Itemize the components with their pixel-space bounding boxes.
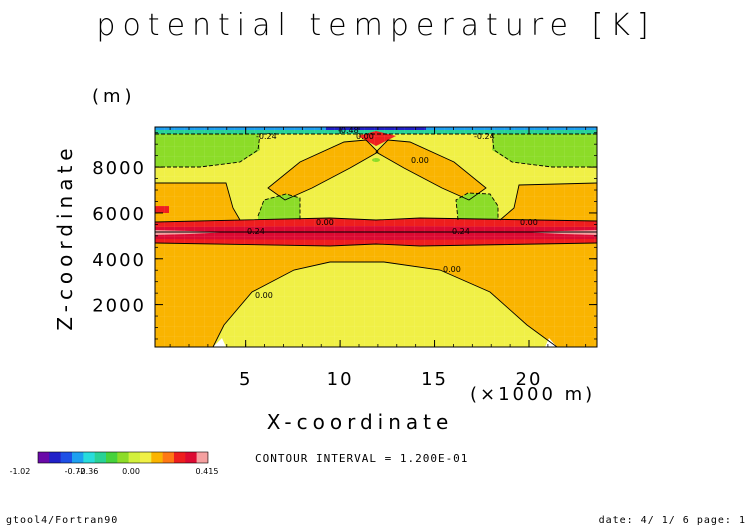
contour-line (155, 133, 261, 168)
contour-field (155, 127, 597, 347)
colorbar-swatch (71, 452, 84, 463)
y-tick-label: 8000 (92, 158, 146, 179)
colorbar-swatch (94, 452, 107, 463)
y-tick-label: 2000 (92, 296, 146, 317)
x-tick-label: 10 (327, 369, 354, 390)
colorbar: -1.02 -0.72-0.36 0.00 0.415 (10, 451, 219, 476)
contour-label: 0.00 (520, 218, 538, 227)
contour-label: -0.48 (338, 126, 359, 135)
contour-line (155, 182, 241, 221)
contour-label: 0.00 (411, 156, 429, 165)
colorbar-swatch (196, 452, 209, 463)
axes: 5 10 15 20 2000 4000 6000 8000 (92, 127, 597, 390)
contour-label: 0.24 (247, 227, 265, 236)
colorbar-swatch (60, 452, 73, 463)
contour-label: 0.00 (316, 218, 334, 227)
contour-line (155, 217, 597, 223)
contour-label: 0.00 (356, 132, 374, 141)
contour-label: 0.24 (452, 227, 470, 236)
colorbar-label: 0.00 (122, 467, 140, 476)
colorbar-swatch (162, 452, 175, 463)
contour-labels: -0.24 -0.24 -0.48 0.00 0.00 0.00 0.00 0.… (247, 126, 538, 300)
colorbar-swatch (117, 452, 129, 463)
colorbar-label: -0.36 (78, 467, 99, 476)
contour-label: 0.00 (443, 265, 461, 274)
colorbar-swatch (139, 452, 152, 463)
colorbar-swatch (151, 452, 163, 463)
footer-left: gtool4/Fortran90 (6, 515, 119, 526)
contour-line (455, 192, 499, 221)
contour-label: -0.24 (256, 132, 277, 141)
x-axis-label: X-coordinate (266, 410, 454, 434)
contour-line (491, 133, 597, 168)
colorbar-label: -0.72 (65, 467, 86, 476)
colorbar-swatch (173, 452, 186, 463)
contour-line (499, 182, 597, 221)
y-tick-label: 6000 (92, 204, 146, 225)
footer-right: date: 4/ 1/ 6 page: 1 (598, 515, 746, 526)
colorbar-swatch (128, 452, 141, 463)
colorbar-swatch (185, 452, 197, 463)
y-axis-unit: (m) (92, 86, 136, 107)
colorbar-swatch (49, 452, 61, 463)
contour-line (155, 242, 597, 247)
x-tick-label: 5 (239, 369, 252, 390)
grid-overlay (155, 127, 597, 347)
contour-interval-text: CONTOUR INTERVAL = 1.200E-01 (255, 452, 469, 465)
plot-frame (154, 126, 598, 348)
colorbar-label: 0.415 (196, 467, 219, 476)
contour-label: -0.24 (474, 132, 495, 141)
colorbar-swatch (83, 452, 95, 463)
chart-title: potential temperature [K] (96, 8, 656, 43)
colorbar-label: -1.02 (10, 467, 31, 476)
x-axis-unit: (×1000 m) (470, 384, 596, 405)
x-tick-label: 20 (516, 369, 543, 390)
contour-line (257, 193, 301, 220)
contour-label: 0.00 (255, 291, 273, 300)
colorbar-swatch (38, 452, 50, 463)
y-tick-label: 4000 (92, 250, 146, 271)
contour-line (212, 261, 558, 347)
colorbar-swatch (105, 452, 118, 463)
colorbar-frame (37, 451, 209, 464)
contour-line (375, 139, 487, 201)
x-tick-label: 15 (421, 369, 448, 390)
